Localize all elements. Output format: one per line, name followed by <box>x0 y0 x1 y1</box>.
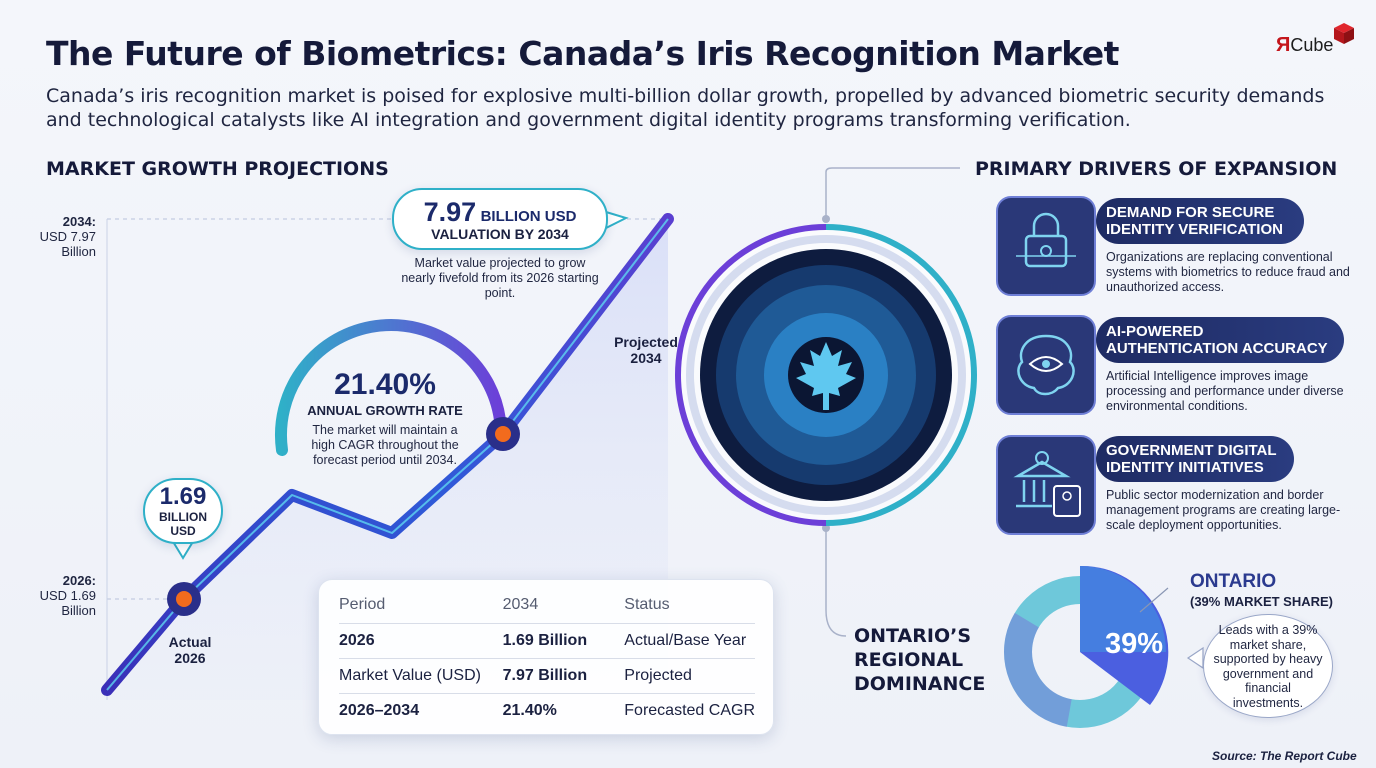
valuation-2034-callout: 7.97 BILLION USD VALUATION BY 2034 <box>392 188 608 250</box>
source-note: Source: The Report Cube <box>1212 749 1357 763</box>
driver-1-title-line1: DEMAND FOR SECURE <box>1106 204 1275 221</box>
ontario-note: Leads with a 39% market share, supported… <box>1203 614 1333 718</box>
table-row: Market Value (USD) 7.97 Billion Projecte… <box>339 658 755 694</box>
table-cell: 2026–2034 <box>339 701 420 719</box>
brand-logo: ЯCube <box>1270 22 1360 62</box>
base-value: 1.69 <box>159 483 207 510</box>
driver-desc-secure-identity: Organizations are replacing conventional… <box>1106 250 1350 294</box>
axis-2034-unit: Billion <box>61 244 96 259</box>
cagr-arc <box>274 318 506 456</box>
drivers-heading: PRIMARY DRIVERS OF EXPANSION <box>975 158 1338 180</box>
ontario-heading-line3: DOMINANCE <box>854 673 986 695</box>
table-cell: 7.97 Billion <box>502 658 625 694</box>
table-cell: 2026 <box>339 623 503 659</box>
market-growth-heading: MARKET GROWTH PROJECTIONS <box>46 158 389 180</box>
iris-eye-graphic <box>675 167 977 637</box>
cagr-value: 21.40% <box>334 368 436 401</box>
ontario-share-label: (39% MARKET SHARE) <box>1190 594 1334 609</box>
actual-2026-label: Actual 2026 <box>150 634 230 666</box>
table-header-row: Period 2034 Status <box>339 588 755 624</box>
table-cell: Actual/Base Year <box>624 623 755 659</box>
fingerprint-lock-icon <box>996 196 1096 296</box>
driver-2-title-line1: AI-POWERED <box>1106 323 1204 340</box>
axis-2026-year: 2026: <box>62 573 96 588</box>
projected-label-text: Projected <box>614 334 678 350</box>
driver-3-title-line1: GOVERNMENT DIGITAL <box>1106 442 1277 459</box>
axis-2026-unit: Billion <box>61 603 96 618</box>
point-2026 <box>167 582 201 616</box>
ontario-heading-line2: REGIONAL <box>854 649 964 671</box>
table-cell: 21.40% <box>502 701 557 719</box>
driver-desc-government-identity: Public sector modernization and border m… <box>1106 488 1341 532</box>
ontario-dominance-heading: ONTARIO’S REGIONAL DOMINANCE <box>854 624 985 696</box>
government-id-icon <box>996 435 1096 535</box>
driver-title-secure-identity: DEMAND FOR SECURE IDENTITY VERIFICATION <box>1096 198 1304 244</box>
table-cell: Forecasted CAGR <box>624 701 755 719</box>
logo-word: Cube <box>1290 35 1334 55</box>
axis-label-2026: 2026: USD 1.69 Billion <box>34 573 96 618</box>
driver-2-title-line2: AUTHENTICATION ACCURACY <box>1106 340 1328 357</box>
cube-logo-icon <box>1334 23 1354 44</box>
table-row: 2026–2034 21.40% Forecasted CAGR <box>339 693 755 728</box>
axis-label-2034: 2034: USD 7.97 Billion <box>34 214 96 259</box>
valuation-note: Market value projected to grow nearly fi… <box>401 256 599 300</box>
driver-1-title-line2: IDENTITY VERIFICATION <box>1106 221 1283 238</box>
table-cell: Projected <box>624 658 755 694</box>
driver-desc-ai-accuracy: Artificial Intelligence improves image p… <box>1106 369 1344 413</box>
logo-r: Я <box>1276 34 1291 56</box>
axis-2026-value: USD 1.69 <box>39 588 96 603</box>
table-cell: 1.69 Billion <box>502 623 625 659</box>
cagr-note: The market will maintain a high CAGR thr… <box>311 423 459 467</box>
base-unit-2: USD <box>170 524 196 538</box>
ai-brain-eye-icon <box>996 315 1096 415</box>
base-2026-callout: 1.69 BILLION USD <box>143 478 223 544</box>
ontario-title: ONTARIO <box>1190 571 1277 592</box>
driver-3-title-line2: IDENTITY INITIATIVES <box>1106 459 1264 476</box>
projected-2034-label: Projected 2034 <box>604 334 688 366</box>
base-unit-1: BILLION <box>159 510 207 524</box>
page-title: The Future of Biometrics: Canada’s Iris … <box>46 34 1119 73</box>
axis-2034-year: 2034: <box>62 214 96 229</box>
cagr-label: ANNUAL GROWTH RATE <box>307 403 463 418</box>
bubble-797-tail <box>605 210 629 230</box>
page-subtitle: Canada’s iris recognition market is pois… <box>46 85 1325 131</box>
market-data-table: Period 2034 Status 2026 1.69 Billion Act… <box>318 579 774 735</box>
valuation-label: VALUATION BY 2034 <box>431 226 569 242</box>
ontario-heading-line1: ONTARIO’S <box>854 625 971 647</box>
projected-label-year: 2034 <box>630 350 662 366</box>
growth-line-highlight <box>106 218 669 691</box>
driver-title-government-identity: GOVERNMENT DIGITAL IDENTITY INITIATIVES <box>1096 436 1294 482</box>
table-row: 2026 1.69 Billion Actual/Base Year <box>339 623 755 659</box>
ontario-donut-value: 39% <box>1104 628 1164 660</box>
driver-title-ai-accuracy: AI-POWERED AUTHENTICATION ACCURACY <box>1096 317 1344 363</box>
axis-2034-value: USD 7.97 <box>39 229 96 244</box>
table-header: Period <box>339 588 503 624</box>
table-cell: Market Value (USD) <box>339 658 503 694</box>
table-header: 2034 <box>502 588 625 624</box>
valuation-value: 7.97 <box>423 197 477 227</box>
actual-label-text: Actual <box>168 634 212 650</box>
actual-label-year: 2026 <box>174 650 206 666</box>
table-header: Status <box>624 588 755 624</box>
valuation-unit: BILLION USD <box>480 208 577 225</box>
ontario-slice <box>1080 565 1169 705</box>
point-cagr <box>486 417 520 451</box>
ontario-donut <box>1004 565 1204 728</box>
